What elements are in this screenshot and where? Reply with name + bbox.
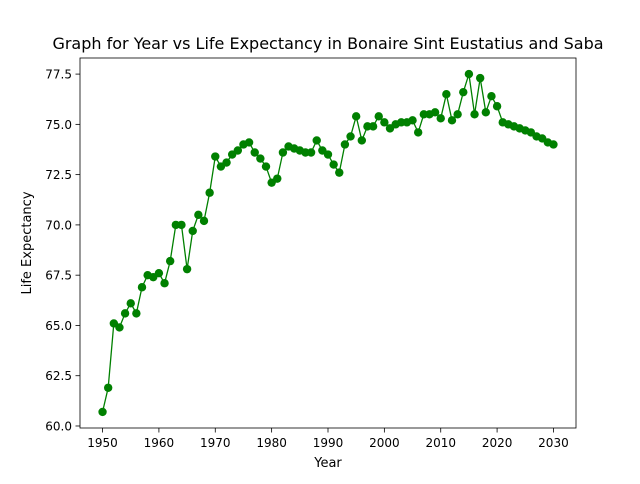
data-point bbox=[380, 118, 389, 127]
data-point bbox=[492, 102, 502, 111]
data-point bbox=[115, 323, 124, 332]
y-tick-label: 62.5 bbox=[45, 369, 72, 383]
data-point bbox=[137, 283, 147, 292]
data-point bbox=[481, 108, 491, 117]
data-point bbox=[335, 168, 344, 177]
data-point bbox=[103, 383, 113, 392]
data-point bbox=[211, 152, 220, 161]
y-tick-label: 77.5 bbox=[45, 68, 72, 82]
x-tick-label: 1980 bbox=[256, 436, 287, 450]
data-point bbox=[233, 146, 243, 155]
x-tick-label: 2020 bbox=[482, 436, 513, 450]
data-point bbox=[357, 136, 367, 145]
data-point bbox=[205, 188, 214, 197]
data-point bbox=[549, 140, 558, 149]
data-point bbox=[351, 112, 361, 121]
data-point bbox=[323, 150, 333, 159]
data-point bbox=[470, 110, 479, 119]
x-tick-label: 2030 bbox=[538, 436, 569, 450]
data-point bbox=[120, 309, 130, 318]
plot-area bbox=[98, 69, 558, 417]
data-point bbox=[487, 92, 496, 101]
y-axis-label: Life Expectancy bbox=[20, 191, 35, 294]
data-point bbox=[374, 112, 383, 121]
data-point bbox=[194, 210, 203, 220]
y-tick-label: 67.5 bbox=[45, 269, 72, 283]
data-point bbox=[413, 128, 423, 137]
data-point bbox=[199, 216, 209, 226]
data-point bbox=[306, 148, 316, 157]
data-point bbox=[182, 264, 192, 274]
data-point bbox=[447, 116, 457, 125]
data-point bbox=[453, 110, 462, 119]
data-point bbox=[154, 268, 164, 278]
data-point bbox=[459, 87, 468, 97]
data-point bbox=[475, 73, 485, 83]
data-point bbox=[256, 154, 265, 163]
data-point bbox=[273, 174, 282, 183]
x-tick-label: 2010 bbox=[425, 436, 456, 450]
data-point bbox=[436, 114, 445, 123]
data-point bbox=[188, 226, 197, 236]
data-point bbox=[222, 158, 231, 167]
x-tick-label: 1990 bbox=[313, 436, 344, 450]
data-point bbox=[340, 140, 350, 149]
data-point bbox=[312, 136, 321, 145]
x-tick-label: 1960 bbox=[144, 436, 175, 450]
y-tick-label: 70.0 bbox=[45, 218, 72, 232]
x-axis-label: Year bbox=[313, 456, 342, 471]
data-point bbox=[177, 220, 186, 230]
x-tick-label: 2000 bbox=[369, 436, 400, 450]
data-point bbox=[464, 69, 474, 79]
y-tick-label: 60.0 bbox=[45, 419, 72, 433]
data-point bbox=[408, 116, 417, 125]
data-point bbox=[346, 132, 355, 141]
data-point bbox=[261, 162, 271, 171]
data-point bbox=[250, 148, 259, 157]
x-tick-label: 1970 bbox=[200, 436, 231, 450]
y-tick-label: 72.5 bbox=[45, 168, 72, 182]
x-tick-label: 1950 bbox=[87, 436, 118, 450]
data-point bbox=[160, 279, 169, 288]
data-point bbox=[278, 148, 288, 157]
data-point bbox=[368, 122, 378, 131]
chart-title: Graph for Year vs Life Expectancy in Bon… bbox=[52, 34, 603, 53]
data-point bbox=[132, 309, 141, 318]
y-axis: 60.0 62.5 65.0 67.5 70.0 72.5 75.0 77.5 bbox=[45, 68, 80, 433]
y-tick-label: 75.0 bbox=[45, 118, 72, 132]
data-point bbox=[98, 407, 107, 417]
data-point bbox=[244, 138, 254, 147]
x-axis: 1950 1960 1970 1980 1990 2000 2010 2020 2030 bbox=[87, 428, 569, 450]
data-point bbox=[126, 299, 135, 308]
data-point bbox=[430, 108, 440, 117]
y-tick-label: 65.0 bbox=[45, 319, 72, 333]
data-point bbox=[329, 160, 338, 169]
data-point bbox=[165, 256, 175, 266]
data-point bbox=[442, 90, 451, 99]
